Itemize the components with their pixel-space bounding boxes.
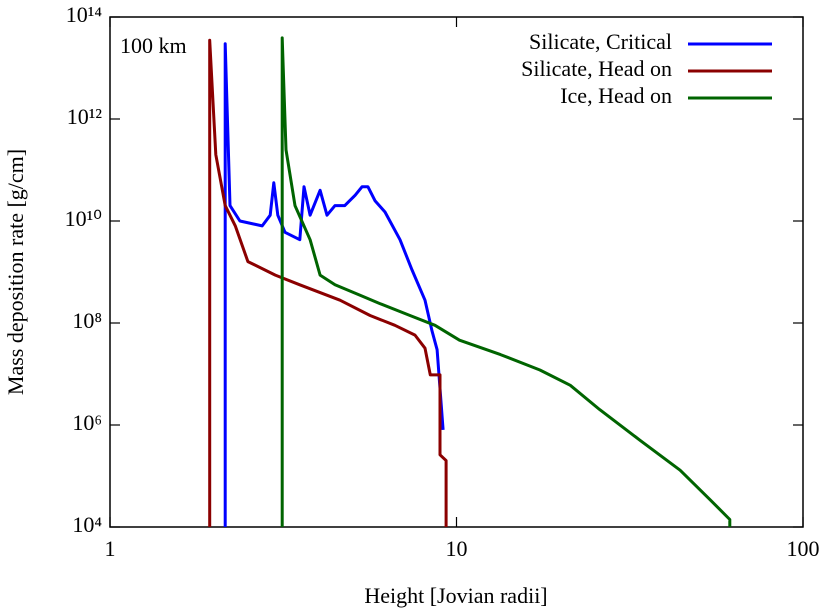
y-tick-label: 10¹⁴ [66,2,103,27]
y-axis-label: Mass deposition rate [g/cm] [3,149,28,395]
y-tick-label: 10⁶ [72,410,102,435]
y-tick-label: 10¹² [67,104,103,129]
y-tick-label: 10⁸ [72,308,102,333]
x-axis-label: Height [Jovian radii] [364,583,547,608]
x-tick-label: 100 [787,536,820,561]
series-line [208,38,448,527]
y-tick-label: 10¹⁰ [65,206,103,231]
legend-label: Silicate, Head on [521,56,672,81]
x-tick-label: 10 [446,536,468,561]
annotation: 100 km [120,33,187,58]
series-line [280,36,732,527]
legend-label: Ice, Head on [560,83,672,108]
x-tick-label: 1 [105,536,116,561]
y-tick-label: 10⁴ [72,512,102,537]
series-line [223,42,445,527]
legend-label: Silicate, Critical [529,29,672,54]
